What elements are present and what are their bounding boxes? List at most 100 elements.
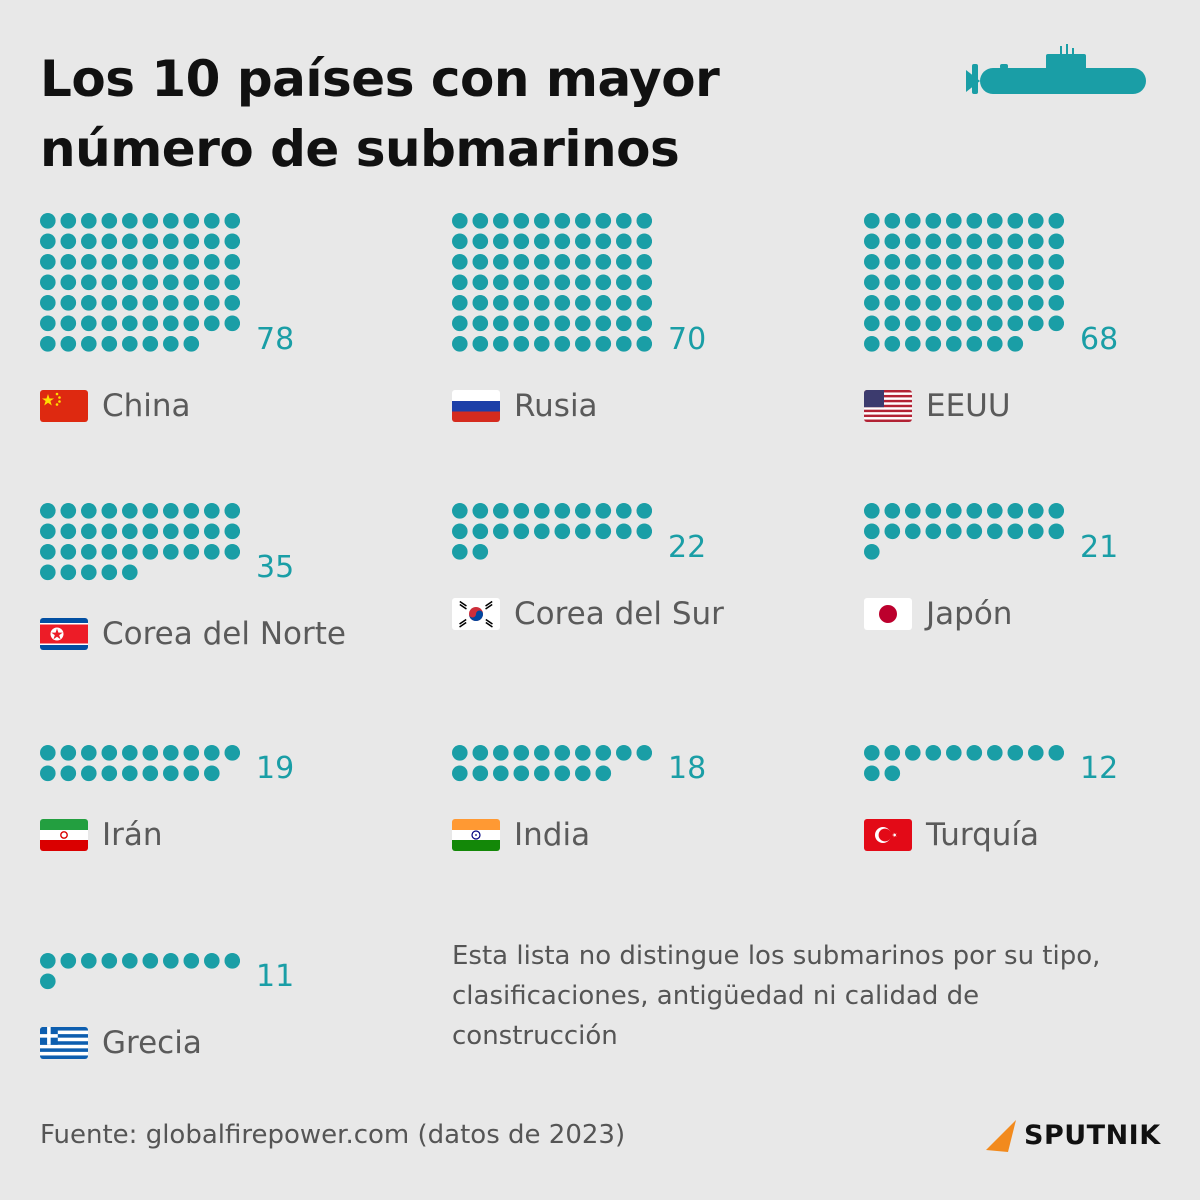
- submarine-dot: [946, 336, 962, 352]
- submarine-dot: [81, 503, 97, 519]
- value-label: 68: [1080, 321, 1119, 357]
- submarine-dot: [452, 274, 468, 291]
- country-label-row: Grecia: [40, 1025, 202, 1061]
- submarine-dot: [987, 254, 1003, 270]
- submarine-dot: [616, 336, 632, 352]
- submarine-dot: [493, 315, 509, 332]
- submarine-dot: [40, 274, 56, 291]
- submarine-dot: [966, 503, 983, 519]
- submarine-dot: [204, 233, 220, 250]
- submarine-dot: [142, 254, 159, 270]
- flag-japan-icon: [864, 597, 912, 630]
- submarine-dot: [864, 295, 880, 311]
- submarine-dot: [554, 233, 571, 250]
- submarine-dot: [554, 765, 571, 782]
- country-card: 70 Rusia: [452, 213, 812, 424]
- submarine-dot: [946, 233, 962, 250]
- submarine-dot: [864, 315, 880, 332]
- submarine-dot: [884, 254, 901, 270]
- page-title: Los 10 países con mayor número de submar…: [40, 50, 720, 178]
- submarine-dot: [452, 765, 468, 782]
- flag-usa-icon: [864, 389, 912, 422]
- submarine-dot: [493, 213, 509, 229]
- flag-north-korea-icon: [40, 618, 88, 651]
- submarine-dot: [1007, 254, 1024, 270]
- submarine-dot: [595, 213, 612, 229]
- submarine-dot: [122, 336, 138, 352]
- submarine-dot: [905, 274, 921, 291]
- submarine-dot: [60, 523, 77, 540]
- dot-pictogram: [40, 953, 240, 990]
- submarine-dot: [554, 315, 571, 332]
- submarine-dot: [163, 295, 179, 311]
- submarine-dot: [966, 295, 983, 311]
- submarine-dot: [864, 544, 880, 560]
- submarine-dot: [204, 503, 220, 519]
- submarine-dot: [224, 544, 240, 560]
- submarine-dot: [122, 523, 138, 540]
- submarine-dot: [925, 523, 942, 540]
- submarine-dot: [163, 336, 179, 352]
- submarine-dot: [636, 295, 652, 311]
- submarine-dot: [40, 973, 56, 990]
- submarine-dot: [101, 213, 118, 229]
- submarine-dot: [452, 745, 468, 761]
- submarine-dot: [472, 765, 489, 782]
- submarine-dot: [101, 953, 118, 969]
- submarine-dot: [101, 765, 118, 782]
- submarine-dot: [142, 315, 159, 332]
- submarine-dot: [946, 503, 962, 519]
- submarine-dot: [493, 233, 509, 250]
- submarine-dot: [183, 233, 200, 250]
- submarine-dot: [946, 295, 962, 311]
- submarine-dot: [122, 233, 138, 250]
- submarine-dot: [987, 274, 1003, 291]
- submarine-dot: [183, 953, 200, 969]
- submarine-dot: [513, 274, 530, 291]
- submarine-dot: [864, 254, 880, 270]
- submarine-dot: [142, 233, 159, 250]
- submarine-dot: [513, 254, 530, 270]
- submarine-dot: [513, 745, 530, 761]
- submarine-dot: [1048, 503, 1064, 519]
- submarine-dot: [925, 295, 942, 311]
- submarine-dot: [204, 745, 220, 761]
- submarine-dot: [1048, 213, 1064, 229]
- submarine-dot: [122, 564, 138, 581]
- submarine-dot: [534, 233, 550, 250]
- submarine-dot: [513, 523, 530, 540]
- submarine-dot: [905, 213, 921, 229]
- submarine-dot: [60, 503, 77, 519]
- submarine-dot: [575, 765, 591, 782]
- submarine-dot: [122, 765, 138, 782]
- submarine-dot: [905, 503, 921, 519]
- submarine-dot: [636, 315, 652, 332]
- submarine-dot: [60, 254, 77, 270]
- submarine-dot: [493, 765, 509, 782]
- submarine-dot: [472, 336, 489, 352]
- country-name: China: [102, 387, 191, 424]
- submarine-dot: [81, 544, 97, 560]
- submarine-dot: [122, 213, 138, 229]
- submarine-dot: [472, 233, 489, 250]
- country-label-row: Rusia: [452, 388, 598, 424]
- submarine-dot: [163, 745, 179, 761]
- submarine-icon: [966, 44, 1146, 94]
- submarine-dot: [101, 336, 118, 352]
- country-name: EEUU: [926, 387, 1011, 424]
- submarine-dot: [224, 315, 240, 332]
- submarine-dot: [40, 745, 56, 761]
- submarine-dot: [864, 503, 880, 519]
- submarine-dot: [987, 213, 1003, 229]
- submarine-dot: [1007, 295, 1024, 311]
- country-label-row: Irán: [40, 817, 163, 853]
- submarine-dot: [142, 953, 159, 969]
- submarine-dot: [204, 315, 220, 332]
- submarine-dot: [452, 336, 468, 352]
- submarine-dot: [1007, 315, 1024, 332]
- submarine-dot: [616, 295, 632, 311]
- submarine-dot: [534, 254, 550, 270]
- submarine-dot: [183, 336, 200, 352]
- value-label: 21: [1080, 529, 1119, 565]
- submarine-dot: [534, 745, 550, 761]
